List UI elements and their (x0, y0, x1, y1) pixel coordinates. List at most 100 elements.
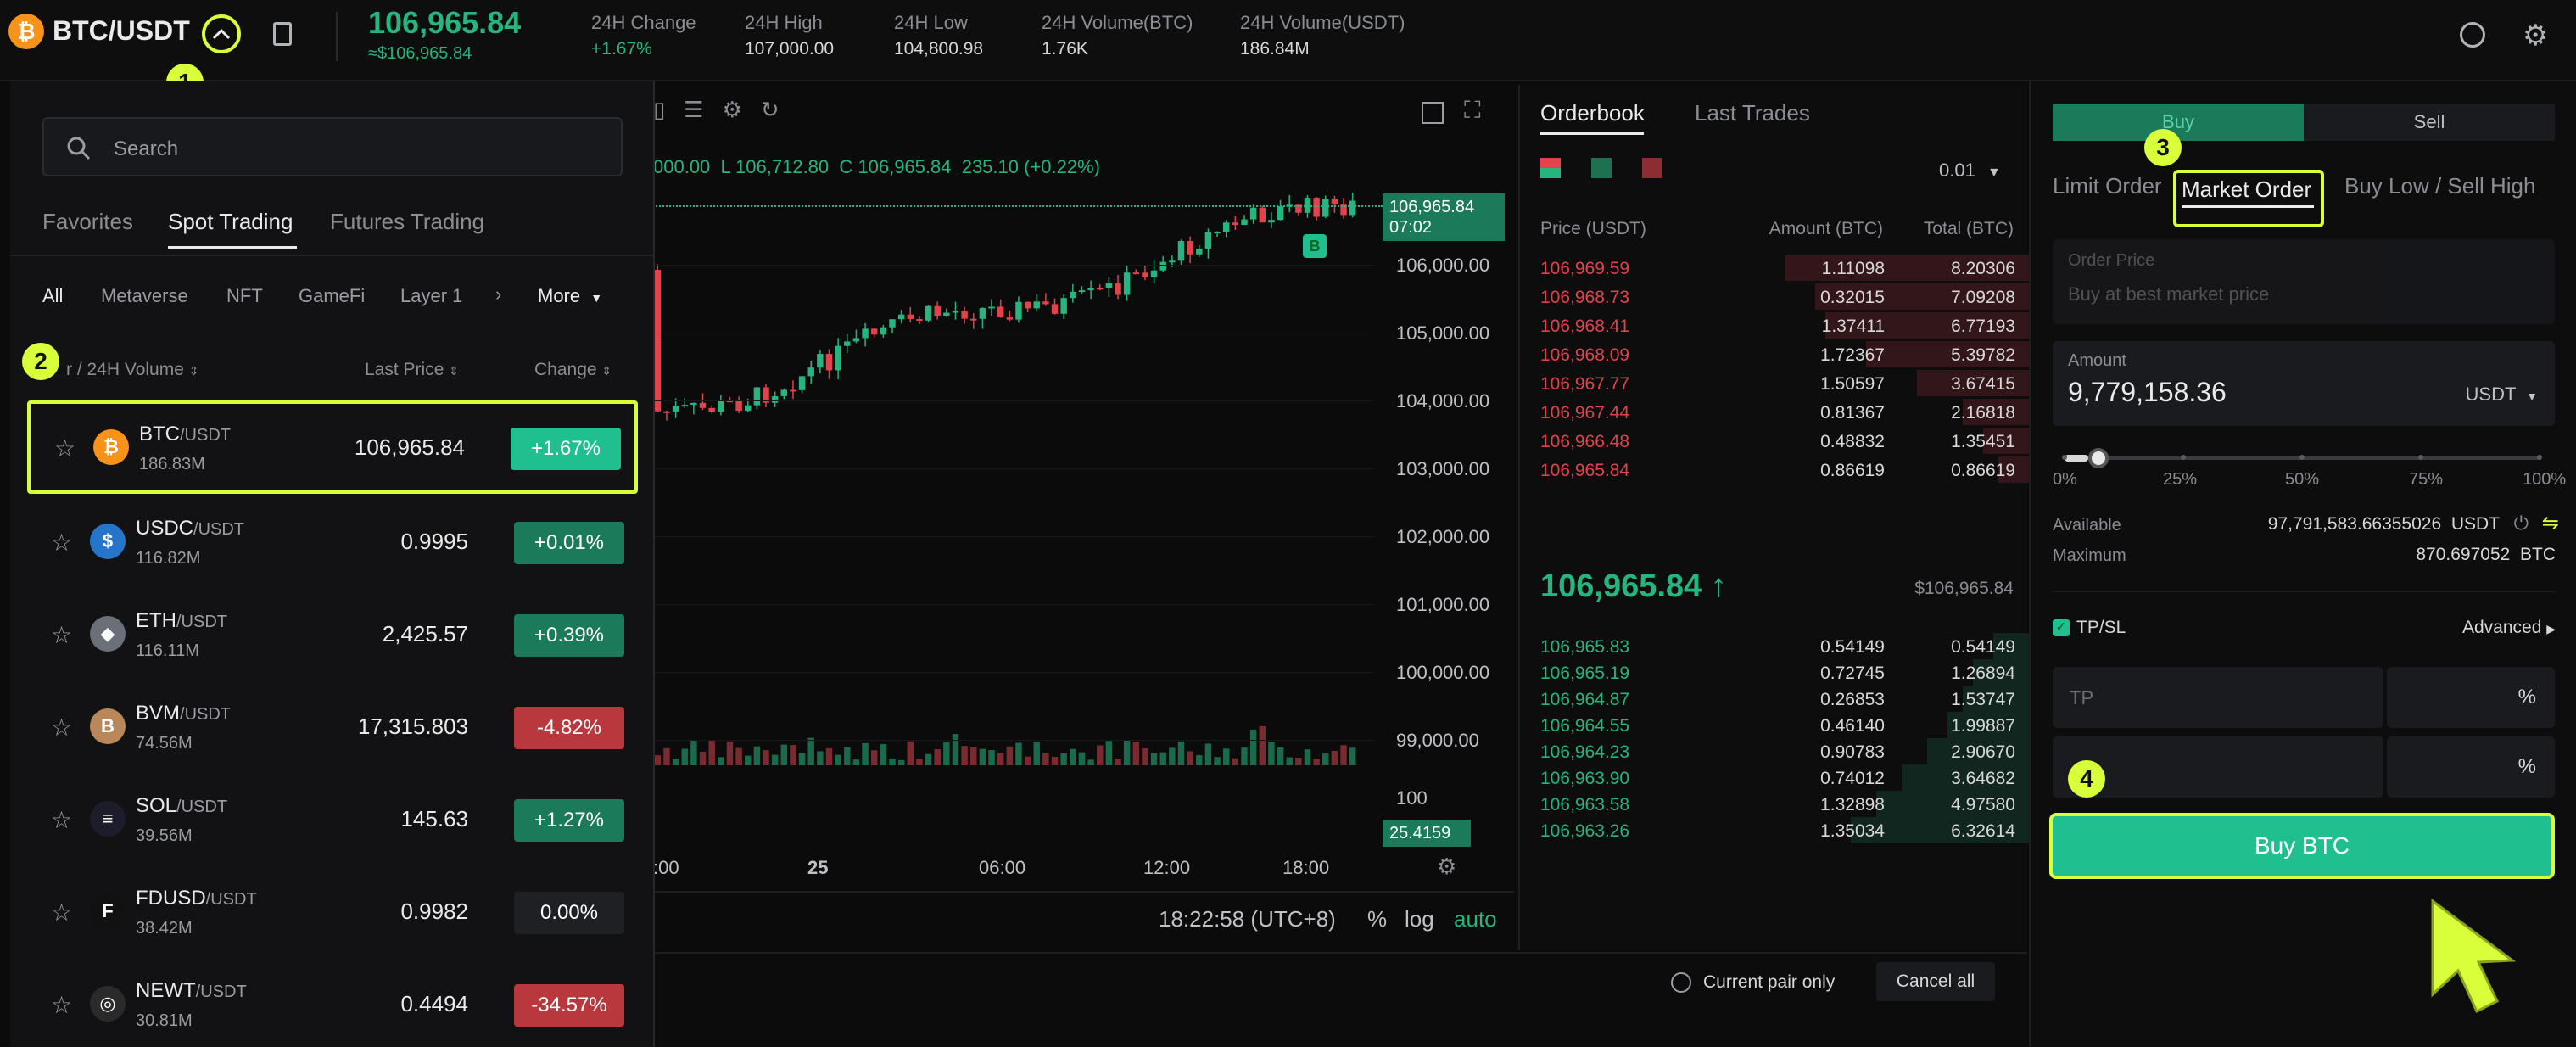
pair-dropdown-toggle[interactable] (202, 14, 241, 53)
tab-buy-low-sell-high[interactable]: Buy Low / Sell High (2344, 173, 2536, 199)
bid-row[interactable]: 106,964.87 0.26853 1.53747 (1520, 686, 2029, 712)
tab-futures-trading[interactable]: Futures Trading (330, 209, 485, 234)
pair-row-fdusd[interactable]: ☆ F FDUSD/USDT 38.42M 0.9982 0.00% (27, 868, 638, 956)
ask-row[interactable]: 106,966.48 0.48832 1.35451 (1520, 428, 2029, 454)
bid-row[interactable]: 106,964.23 0.90783 2.90670 (1520, 738, 2029, 764)
buy-tab[interactable]: Buy (2053, 104, 2304, 141)
volume-bar (699, 751, 707, 765)
last-price-usd: ≈$106,965.84 (368, 44, 472, 63)
ask-row[interactable]: 106,967.44 0.81367 2.16818 (1520, 399, 2029, 425)
advanced-link[interactable]: Advanced ▶ (2462, 618, 2556, 638)
amount-value[interactable]: 9,779,158.36 (2068, 377, 2227, 407)
tp-percent-field[interactable]: % (2387, 667, 2555, 728)
star-icon[interactable]: ☆ (51, 622, 73, 648)
ask-row[interactable]: 106,969.59 1.11098 8.20306 (1520, 255, 2029, 281)
candle-body (1087, 288, 1094, 291)
star-icon[interactable]: ☆ (51, 899, 73, 926)
filter-nft[interactable]: NFT (226, 285, 263, 306)
price-chart[interactable]: ▯☰⚙↻ ⛶ 000.00 L 106,712.80 C 106,965.84 … (653, 85, 1514, 950)
pair-row-bvm[interactable]: ☆ B BVM/USDT 74.56M 17,315.803 -4.82% (27, 683, 638, 771)
volume-bar (1115, 758, 1121, 765)
swap-icon[interactable]: ⇋ (2541, 512, 2559, 535)
orderbook-view-bids-icon[interactable] (1591, 158, 1612, 178)
ask-row[interactable]: 106,967.77 1.50597 3.67415 (1520, 370, 2029, 396)
fullscreen-icon[interactable]: ⛶ (1464, 97, 1481, 123)
bid-row[interactable]: 106,964.55 0.46140 1.99887 (1520, 712, 2029, 738)
amount-unit-select[interactable]: USDT ▼ (2466, 384, 2538, 406)
ask-amount: 0.48832 (1820, 432, 1885, 451)
timer-icon[interactable] (2460, 22, 2485, 48)
tab-market-order-box[interactable] (2173, 170, 2324, 227)
pair-row-newt[interactable]: ☆ ◎ NEWT/USDT 30.81M 0.4494 -34.57% (27, 960, 638, 1047)
slider-knob[interactable] (2088, 448, 2109, 468)
chart-toolbar-icons[interactable]: ▯☰⚙↻ (653, 97, 798, 122)
filter-all[interactable]: All (42, 285, 64, 306)
bid-row[interactable]: 106,963.58 1.32898 4.97580 (1520, 791, 2029, 817)
filter-gamefi[interactable]: GameFi (299, 285, 366, 306)
filter-scroll-right-icon[interactable]: › (495, 283, 502, 305)
chart-option-log[interactable]: log (1405, 906, 1434, 932)
filter-layer1[interactable]: Layer 1 (400, 285, 463, 306)
sl-field[interactable] (2053, 736, 2383, 798)
settings-gear-icon[interactable]: ⚙ (2523, 20, 2549, 52)
col-volume-sort[interactable]: r / 24H Volume ⇕ (66, 360, 198, 380)
search-field[interactable]: Search (42, 117, 623, 176)
chart-option-auto[interactable]: auto (1454, 906, 1497, 932)
candle-body (916, 319, 923, 322)
bid-amount: 0.74012 (1820, 769, 1885, 788)
bid-row[interactable]: 106,965.83 0.54149 0.54149 (1520, 633, 2029, 659)
ask-row[interactable]: 106,968.73 0.32015 7.09208 (1520, 283, 2029, 310)
more-filters-button[interactable]: More ▼ (538, 285, 602, 307)
bid-row[interactable]: 106,965.19 0.72745 1.26894 (1520, 659, 2029, 686)
orderbook-view-both-icon[interactable] (1540, 158, 1561, 178)
tab-spot-trading[interactable]: Spot Trading (168, 209, 293, 234)
pair-row-sol[interactable]: ☆ ≡ SOL/USDT 39.56M 145.63 +1.27% (27, 775, 638, 864)
star-icon[interactable]: ☆ (51, 529, 73, 556)
star-icon[interactable]: ☆ (51, 807, 73, 833)
volume-bar (745, 755, 752, 765)
bid-amount: 1.32898 (1820, 795, 1885, 815)
ask-amount: 1.50597 (1820, 374, 1885, 394)
cancel-all-button[interactable]: Cancel all (1876, 962, 1995, 1001)
chart-option-percent[interactable]: % (1367, 906, 1388, 932)
tp-field[interactable]: TP (2053, 667, 2383, 728)
precision-select[interactable]: 0.01 ▼ (1939, 160, 2001, 182)
bookmark-icon[interactable] (273, 22, 292, 46)
transfer-icon[interactable]: ⏻ (2513, 512, 2529, 534)
orderbook-view-asks-icon[interactable] (1642, 158, 1662, 178)
sell-tab[interactable]: Sell (2304, 104, 2555, 141)
stat-label-low: 24H Low (894, 12, 968, 33)
volume-bar (1006, 746, 1014, 765)
volume-bar (862, 742, 869, 765)
pair-row-eth[interactable]: ☆ ◆ ETH/USDT 116.11M 2,425.57 +0.39% (27, 591, 638, 679)
arrow-up-icon: ↑ (1710, 568, 1727, 604)
chart-settings-icon[interactable]: ⚙ (1437, 854, 1457, 879)
pair-title[interactable]: BTC/USDT (53, 15, 190, 46)
star-icon[interactable]: ☆ (51, 992, 73, 1018)
sl-percent-field[interactable]: % (2387, 736, 2555, 798)
current-pair-radio[interactable] (1671, 972, 1691, 993)
chart-layout-icon[interactable] (1422, 102, 1444, 124)
tab-last-trades[interactable]: Last Trades (1695, 100, 1810, 126)
amount-field[interactable]: Amount 9,779,158.36 USDT ▼ (2053, 341, 2555, 426)
pair-row-btc[interactable]: ☆ ₿ BTC/USDT 186.83M 106,965.84 +1.67% (27, 400, 638, 494)
col-change-sort[interactable]: Change ⇕ (534, 360, 612, 380)
tab-limit-order[interactable]: Limit Order (2053, 173, 2162, 199)
filter-metaverse[interactable]: Metaverse (101, 285, 188, 306)
tab-favorites[interactable]: Favorites (42, 209, 133, 234)
ask-row[interactable]: 106,965.84 0.86619 0.86619 (1520, 456, 2029, 483)
star-icon[interactable]: ☆ (54, 435, 76, 462)
pair-row-usdc[interactable]: ☆ $ USDC/USDT 116.82M 0.9995 +0.01% (27, 498, 638, 586)
ask-row[interactable]: 106,968.09 1.72367 5.39782 (1520, 341, 2029, 367)
y-tick-label: 100,000.00 (1396, 662, 1490, 683)
tpsl-checkbox[interactable]: ✓ (2053, 619, 2070, 636)
bid-row[interactable]: 106,963.26 1.35034 6.32614 (1520, 817, 2029, 843)
tab-market-order[interactable]: Market Order (2182, 176, 2312, 202)
col-last-price-sort[interactable]: Last Price ⇕ (365, 360, 459, 380)
star-icon[interactable]: ☆ (51, 714, 73, 741)
buy-btc-button[interactable]: Buy BTC (2049, 813, 2555, 879)
bid-row[interactable]: 106,963.90 0.74012 3.64682 (1520, 764, 2029, 791)
volume-bar (1249, 729, 1257, 765)
tab-orderbook[interactable]: Orderbook (1540, 100, 1645, 126)
ask-row[interactable]: 106,968.41 1.37411 6.77193 (1520, 312, 2029, 339)
